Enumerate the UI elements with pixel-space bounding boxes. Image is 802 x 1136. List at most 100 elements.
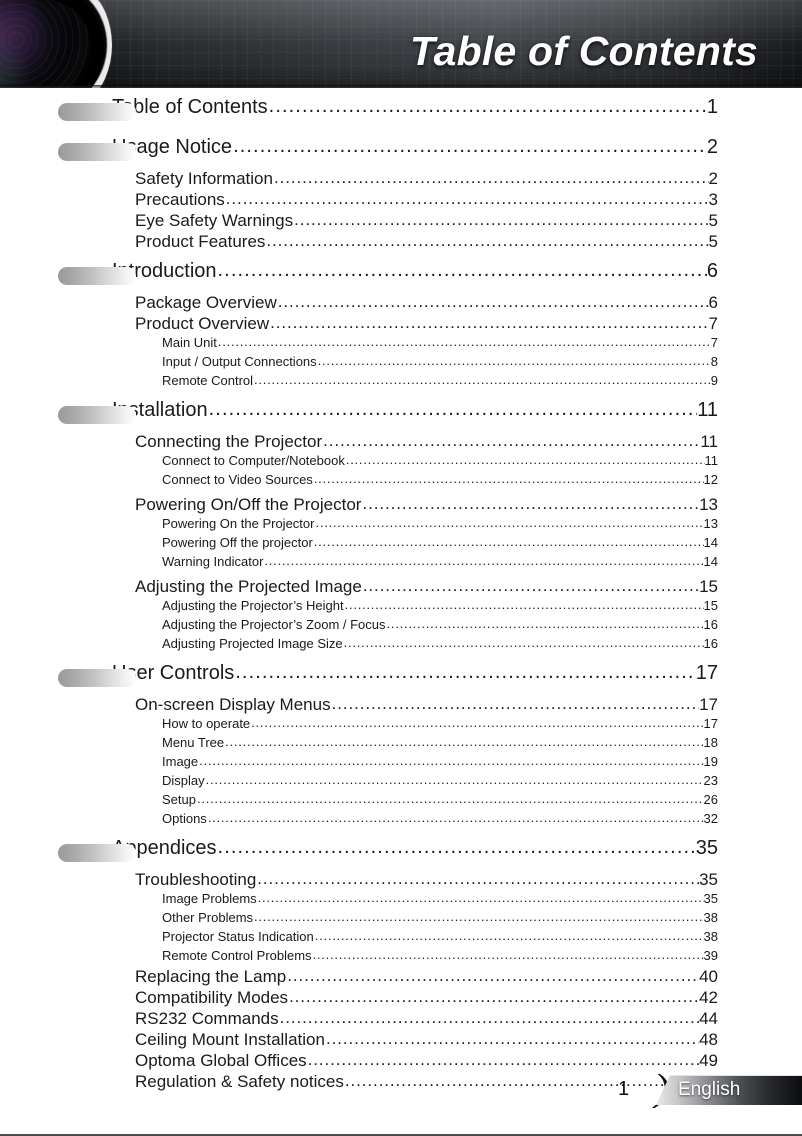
banner-bottom-edge: [0, 85, 802, 88]
toc-leader-dots: ........................................…: [331, 694, 700, 713]
toc-entry[interactable]: Connect to Video Sources ...............…: [0, 471, 802, 491]
toc-section-pill: [58, 669, 136, 687]
toc-entry[interactable]: Powering On the Projector ..............…: [0, 515, 802, 535]
toc-entry-label: Menu Tree: [162, 735, 225, 750]
toc-entry[interactable]: On-screen Display Menus ................…: [0, 694, 802, 716]
toc-entry[interactable]: Main Unit...............................…: [0, 334, 802, 354]
toc-entry-label: Adjusting the Projector’s Height: [162, 598, 344, 613]
toc-entry-label: Connecting the Projector: [135, 432, 323, 451]
toc-entry-label: Adjusting the Projected Image: [135, 577, 362, 596]
toc-section-pill: [58, 267, 136, 285]
toc-entry[interactable]: Other Problems .........................…: [0, 909, 802, 929]
toc-entry[interactable]: Input / Output Connections .............…: [0, 353, 802, 373]
toc-entry[interactable]: Troubleshooting ........................…: [0, 869, 802, 891]
toc-leader-dots: ........................................…: [362, 494, 700, 513]
toc-leader-dots: ........................................…: [217, 836, 696, 858]
toc-entry-label: Product Overview: [135, 314, 270, 333]
toc-entry-page-number: 38: [703, 910, 718, 925]
toc-entry-label: Remote Control: [162, 373, 254, 388]
toc-entry[interactable]: Replacing the Lamp......................…: [0, 966, 802, 988]
toc-leader-dots: ........................................…: [208, 398, 698, 420]
toc-leader-dots: ........................................…: [307, 1050, 699, 1069]
toc-leader-dots: ........................................…: [217, 259, 707, 281]
toc-entry[interactable]: Introduction............................…: [0, 259, 802, 293]
toc-entry-page-number: 19: [703, 754, 718, 769]
toc-entry[interactable]: User Controls ..........................…: [0, 661, 802, 695]
toc-leader-dots: ........................................…: [313, 534, 704, 549]
toc-section-pill: [58, 406, 136, 424]
toc-entry-page-number: 16: [703, 636, 718, 651]
toc-entry[interactable]: How to operate .........................…: [0, 715, 802, 735]
toc-entry[interactable]: Precautions.............................…: [0, 189, 802, 211]
toc-leader-dots: ........................................…: [289, 987, 700, 1006]
toc-entry-page-number: 2: [708, 169, 718, 188]
toc-entry[interactable]: Connecting the Projector ...............…: [0, 431, 802, 453]
toc-entry-label: Options: [162, 811, 207, 826]
toc-entry-page-number: 39: [703, 948, 718, 963]
toc-leader-dots: ........................................…: [317, 353, 711, 368]
toc-entry[interactable]: Projector Status Indication ............…: [0, 928, 802, 948]
toc-entry-page-number: 1: [706, 96, 718, 118]
toc-entry[interactable]: Powering On/Off the Projector ..........…: [0, 494, 802, 516]
toc-entry[interactable]: Compatibility Modes ....................…: [0, 987, 802, 1009]
toc-entry-label: Other Problems: [162, 910, 254, 925]
toc-entry-label: Connect to Video Sources: [162, 472, 313, 487]
toc-leader-dots: ........................................…: [266, 231, 709, 250]
toc-entry[interactable]: Connect to Computer/Notebook ...........…: [0, 452, 802, 472]
toc-entry-page-number: 14: [703, 535, 718, 550]
toc-entry-page-number: 5: [708, 232, 718, 251]
toc-entry[interactable]: Usage Notice ...........................…: [0, 135, 802, 169]
toc-entry[interactable]: Warning Indicator ......................…: [0, 553, 802, 573]
toc-leader-dots: ........................................…: [315, 515, 704, 530]
toc-entry[interactable]: Eye Safety Warnings ....................…: [0, 210, 802, 232]
toc-section-pill: [58, 103, 136, 121]
toc-entry[interactable]: Table of Contents ......................…: [0, 95, 802, 129]
toc-entry[interactable]: Options.................................…: [0, 810, 802, 830]
toc-entry-page-number: 8: [710, 354, 718, 369]
toc-leader-dots: ........................................…: [235, 661, 695, 683]
toc-entry[interactable]: Appendices..............................…: [0, 836, 802, 870]
toc-entry[interactable]: Image Problems .........................…: [0, 890, 802, 910]
toc-entry[interactable]: Adjusting the Projector’s Height .......…: [0, 597, 802, 617]
page-header-banner: Table of Contents: [0, 0, 802, 88]
toc-entry[interactable]: Powering Off the projector .............…: [0, 534, 802, 554]
toc-entry[interactable]: Product Features .......................…: [0, 231, 802, 253]
toc-entry-label: Adjusting the Projector’s Zoom / Focus: [162, 617, 386, 632]
toc-entry-label: Display: [162, 773, 205, 788]
toc-entry-label: Troubleshooting: [135, 870, 257, 889]
toc-entry-label: Usage Notice: [112, 136, 233, 158]
toc-entry-page-number: 6: [708, 293, 718, 312]
toc-entry[interactable]: Display ................................…: [0, 772, 802, 792]
toc-entry[interactable]: RS232 Commands .........................…: [0, 1008, 802, 1030]
toc-leader-dots: ........................................…: [287, 966, 699, 985]
toc-leader-dots: ........................................…: [344, 597, 704, 612]
toc-entry[interactable]: Remote Control Problems ................…: [0, 947, 802, 967]
toc-entry[interactable]: Ceiling Mount Installation .............…: [0, 1029, 802, 1051]
toc-entry-page-number: 23: [703, 773, 718, 788]
toc-entry-label: RS232 Commands: [135, 1009, 279, 1028]
toc-entry[interactable]: Product Overview .......................…: [0, 313, 802, 335]
toc-leader-dots: ........................................…: [264, 553, 704, 568]
toc-entry[interactable]: Adjusting the Projector’s Zoom / Focus .…: [0, 616, 802, 636]
toc-entry-label: Replacing the Lamp: [135, 967, 287, 986]
toc-entry[interactable]: Safety Information .....................…: [0, 168, 802, 190]
toc-entry[interactable]: Optoma Global Offices...................…: [0, 1050, 802, 1072]
toc-entry[interactable]: Menu Tree...............................…: [0, 734, 802, 754]
toc-entry[interactable]: Package Overview........................…: [0, 292, 802, 314]
toc-leader-dots: ........................................…: [225, 734, 703, 749]
toc-entry[interactable]: Regulation & Safety notices ............…: [0, 1071, 802, 1093]
toc-entry[interactable]: Remote Control .........................…: [0, 372, 802, 392]
toc-entry[interactable]: Image ..................................…: [0, 753, 802, 773]
page-title: Table of Contents: [409, 28, 758, 74]
toc-entry[interactable]: Adjusting the Projected Image...........…: [0, 576, 802, 598]
toc-entry[interactable]: Adjusting Projected Image Size .........…: [0, 635, 802, 655]
toc-entry-page-number: 6: [706, 260, 718, 282]
toc-entry-label: Table of Contents: [112, 96, 268, 118]
toc-entry-label: Image Problems: [162, 891, 257, 906]
toc-entry[interactable]: Installation ...........................…: [0, 398, 802, 432]
toc-entry-label: Ceiling Mount Installation: [135, 1030, 325, 1049]
toc-entry-label: Remote Control Problems: [162, 948, 312, 963]
toc-entry-label: Image: [162, 754, 199, 769]
toc-entry[interactable]: Setup...................................…: [0, 791, 802, 811]
